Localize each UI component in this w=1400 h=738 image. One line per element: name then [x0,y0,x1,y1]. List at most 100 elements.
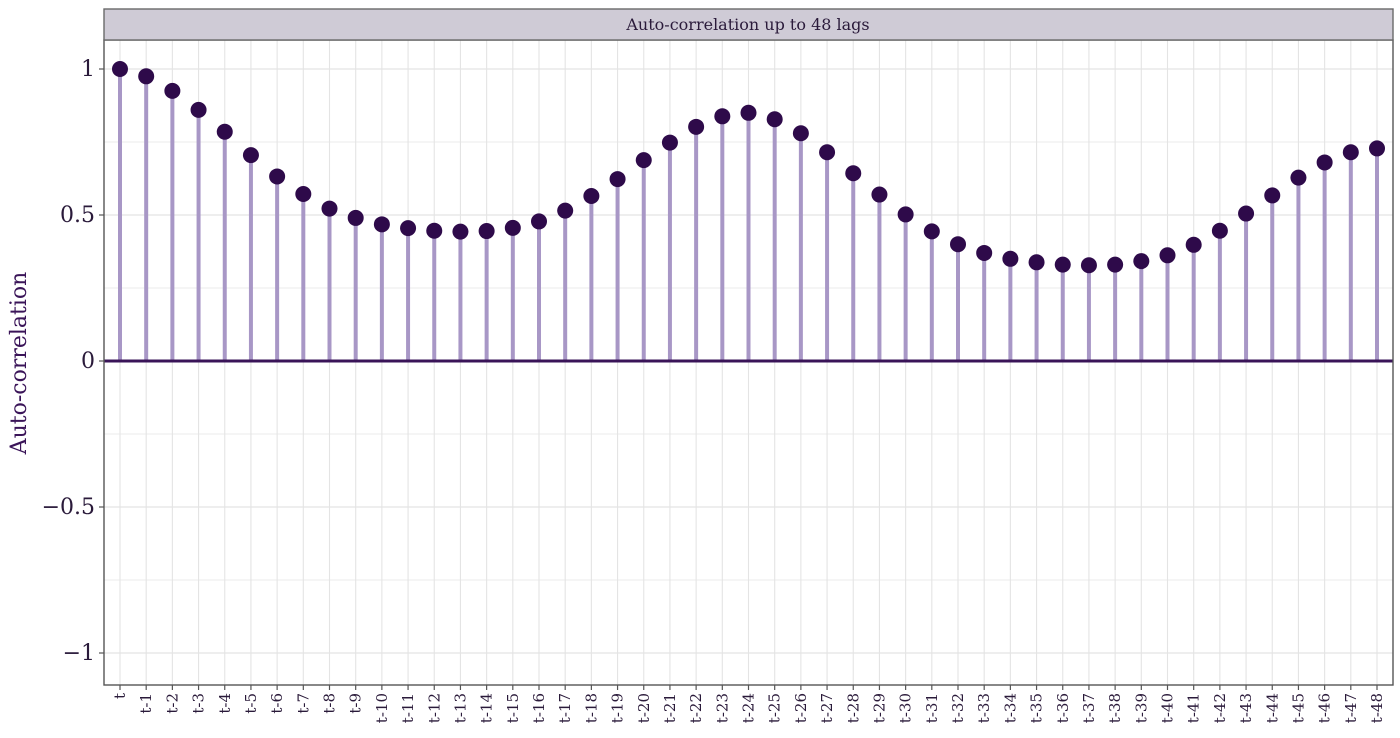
acf-point [976,244,993,261]
acf-point [1342,144,1359,161]
acf-point [1054,256,1071,273]
x-tick-label: t-44 [1263,693,1281,723]
acf-point [819,144,836,161]
x-tick-label: t-22 [687,693,705,723]
x-tick-label: t-2 [163,693,181,714]
acf-point [766,111,783,128]
acf-point [1264,187,1281,204]
x-tick-label: t-1 [137,693,155,714]
y-axis: 1 0.5 0 −0.5 −1 [42,57,104,666]
x-tick-label: t-6 [268,693,286,714]
x-tick-label: t-46 [1316,693,1334,723]
acf-point [609,171,626,188]
x-tick-label: t-45 [1289,693,1307,723]
acf-point [1290,169,1307,186]
acf-point [531,213,547,230]
x-tick-label: t-27 [818,693,836,723]
acf-point [1316,154,1333,171]
acf-point [478,223,495,240]
x-tick-label: t-38 [1106,693,1124,723]
x-tick-label: t-21 [661,693,679,723]
acf-point [688,118,705,135]
x-tick-label: t-10 [373,693,391,723]
x-tick-label: t-35 [1028,693,1046,723]
acf-point [1028,254,1045,271]
y-tick-label: 0 [81,349,95,374]
x-tick-label: t-4 [216,693,234,714]
acf-point [557,202,574,219]
x-tick-label: t-12 [425,693,443,723]
point-layer [112,61,1385,274]
acf-point [1159,247,1176,264]
acf-point [635,152,652,169]
x-tick-label: t-48 [1368,693,1386,723]
acf-point [452,223,469,240]
y-axis-label: Auto-correlation [7,272,32,456]
acf-point [164,82,181,99]
x-tick-label: t-28 [844,693,862,723]
acf-point [1369,140,1385,157]
acf-point [661,134,678,151]
x-tick-label: t-31 [923,693,941,723]
stem-layer [118,69,1379,361]
x-tick-label: t-34 [1001,693,1019,723]
x-tick-label: t-16 [530,693,548,723]
acf-point [923,223,940,240]
x-tick-label: t-5 [242,693,260,714]
acf-point [1185,236,1202,253]
x-tick-label: t-23 [713,693,731,723]
x-tick-label: t-24 [740,693,758,723]
acf-point [1238,205,1255,222]
acf-point [269,168,286,185]
acf-point [792,125,809,142]
acf-point [1211,222,1228,239]
x-tick-label: t-26 [792,693,810,723]
acf-point [112,61,128,77]
x-tick-label: t-14 [478,693,496,723]
x-tick-label: t-41 [1185,693,1203,723]
acf-point [190,101,207,118]
x-tick-label: t-42 [1211,693,1229,723]
y-tick-label: −0.5 [42,495,95,520]
x-tick-label: t-25 [766,693,784,723]
x-tick-label: t-17 [556,693,574,723]
x-tick-label: t-30 [897,693,915,723]
x-tick-label: t-9 [347,693,365,714]
acf-point [950,236,966,253]
acf-point [845,165,862,182]
acf-point [871,186,888,203]
x-tick-label: t-7 [294,693,312,714]
acf-point [714,108,731,125]
x-tick-label: t-15 [504,693,522,723]
x-axis: t t-1 t-2 t-3 t-4 t-5 t-6 t-7 t-8 t-9 t-10 t-11 t-12… [111,685,1386,723]
acf-point [373,216,390,233]
y-tick-label: 1 [81,57,95,82]
acf-point [504,219,521,236]
x-tick-label: t-11 [399,693,417,723]
acf-point [321,200,338,217]
y-tick-label: −1 [63,641,95,666]
acf-point [426,222,443,239]
x-tick-label: t-39 [1132,693,1150,723]
x-tick-label: t-40 [1159,693,1177,723]
x-tick-label: t-18 [582,693,600,723]
acf-point [1107,256,1124,273]
x-tick-label: t-47 [1342,693,1360,723]
acf-point [295,185,312,202]
strip-header [103,8,1394,41]
x-tick-label: t-37 [1080,693,1098,723]
x-tick-label: t-3 [190,693,208,714]
acf-point [242,147,259,164]
y-tick-label: 0.5 [60,203,95,228]
acf-point [1080,257,1097,274]
acf-point [138,68,155,85]
acf-point [583,188,600,205]
acf-point [740,104,757,121]
x-tick-label: t-33 [975,693,993,723]
acf-point [1133,253,1150,270]
x-tick-label: t [111,693,129,699]
x-tick-label: t-29 [870,693,888,723]
chart-title: Auto-correlation up to 48 lags [625,15,869,34]
